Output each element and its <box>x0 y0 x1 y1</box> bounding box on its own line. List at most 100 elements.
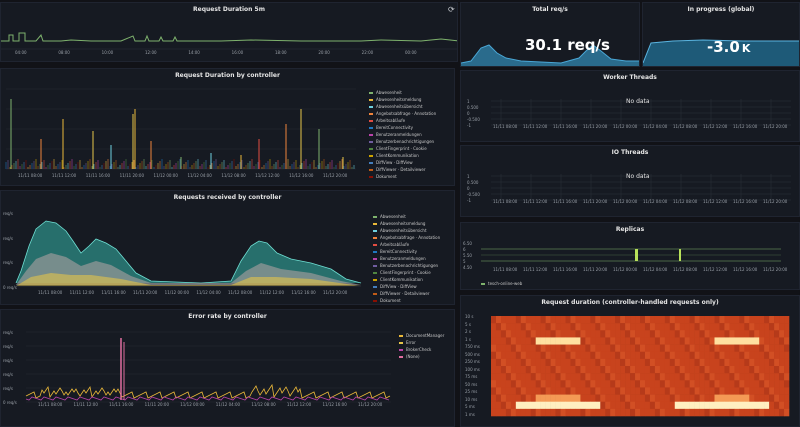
legend-item[interactable]: Error <box>399 339 444 346</box>
legend-item[interactable]: Abwesenheitsübersicht <box>369 103 436 110</box>
legend-item[interactable]: Benutzeranmeldungen <box>369 131 436 138</box>
replicas-legend: tesch-online-web <box>481 280 522 287</box>
legend-label: BereitConnectivity <box>376 125 413 130</box>
x-tick-label: 00:00 <box>405 50 417 55</box>
legend-label: Benutzerbenachrichtigungen <box>376 139 435 144</box>
y-tick-label: req/s <box>3 260 13 266</box>
legend-swatch <box>369 175 373 178</box>
in-progress-number: -3.0 <box>707 38 740 56</box>
refresh-icon[interactable]: ⟳ <box>448 5 455 14</box>
legend-item[interactable]: Arbeitsabläufe <box>373 241 440 248</box>
total-req-value: 30.1 req/s <box>525 36 610 54</box>
legend-label: Benutzeranmeldungen <box>376 132 422 137</box>
legend-item[interactable]: DiffView · DiffView <box>373 283 440 290</box>
legend-item[interactable]: Abwesenheit <box>369 89 436 96</box>
legend-swatch <box>373 278 377 281</box>
in-progress-value: -3.0 K <box>707 38 750 56</box>
x-tick-label: 11/11 16:00 <box>553 199 578 204</box>
legend-item[interactable]: Dokument <box>369 173 436 180</box>
legend-swatch <box>369 119 373 122</box>
x-tick-label: 08:00 <box>58 50 70 55</box>
x-tick-label: 11/12 12:00 <box>703 199 728 204</box>
legend-item[interactable]: Benutzeranmeldungen <box>373 255 440 262</box>
x-tick-label: 10:00 <box>101 50 114 55</box>
legend-item[interactable]: Benutzerbenachrichtigungen <box>373 262 440 269</box>
legend-item[interactable]: ClientKommunikation <box>369 152 436 159</box>
legend-swatch <box>369 91 373 94</box>
y-tick-label: 1 s <box>465 336 471 342</box>
legend-swatch <box>399 334 403 337</box>
x-tick-label: 11/11 08:00 <box>38 402 63 407</box>
legend-item[interactable]: Angebotsabfrage · Annotation <box>369 110 436 117</box>
panel-in-progress: In progress (global) -3.0 K <box>642 2 800 67</box>
panel-worker-threads: Worker Threads No data 1 0.500 0 -0.500 -1 1… <box>460 70 800 142</box>
x-tick-label: 11/12 16:00 <box>322 402 347 407</box>
y-tick-label: 250 ms <box>465 359 480 365</box>
panel-title: In progress (global) <box>687 6 755 13</box>
legend-swatch <box>373 292 377 295</box>
y-tick-label: 5 s <box>465 321 471 327</box>
x-tick-label: 11/11 12:00 <box>73 402 98 407</box>
legend-item[interactable]: Abwesenheitsmeldung <box>369 96 436 103</box>
legend-item[interactable]: Arbeitsabläufe <box>369 117 436 124</box>
x-tick-label: 11/11 16:00 <box>553 124 578 129</box>
replicas-chart <box>481 248 781 262</box>
total-req-sparkline <box>461 44 639 66</box>
legend-item[interactable]: Abwesenheitsübersicht <box>373 227 440 234</box>
x-tick-label: 11/12 20:00 <box>763 267 788 272</box>
x-tick-label: 11/12 04:00 <box>643 267 668 272</box>
legend-item[interactable]: Angebotsabfrage · Annotation <box>373 234 440 241</box>
legend-label: Abwesenheitsmeldung <box>380 221 426 226</box>
x-tick-label: 11/12 00:00 <box>613 199 638 204</box>
legend-item[interactable]: Dokument <box>373 297 440 304</box>
duration-by-controller-chart <box>5 88 356 170</box>
legend-swatch <box>369 126 373 129</box>
legend-swatch <box>399 355 403 358</box>
legend-item[interactable]: DiffViewer · Detailviewer <box>373 290 440 297</box>
legend-item[interactable]: DocumentManager <box>399 332 444 339</box>
request-duration-chart <box>1 32 457 50</box>
x-tick-label: 11/11 20:00 <box>583 199 608 204</box>
x-tick-label: 18:00 <box>275 50 287 55</box>
legend-item[interactable]: Benutzerbenachrichtigungen <box>369 138 436 145</box>
legend-label: Angebotsabfrage · Annotation <box>380 235 441 240</box>
legend-label: (None) <box>406 354 420 359</box>
legend-swatch <box>369 161 373 164</box>
x-tick-label: 11/12 08:00 <box>228 290 253 295</box>
legend-item[interactable]: ClientKommunikation <box>373 276 440 283</box>
legend-item[interactable]: Abwesenheit <box>373 213 440 220</box>
legend-item[interactable]: ClientFingerprint · Cookie <box>373 269 440 276</box>
legend-item[interactable]: DiffViewer · Detailviewer <box>369 166 436 173</box>
legend-label: ClientKommunikation <box>380 277 423 282</box>
legend-label: tesch-online-web <box>488 281 523 286</box>
y-tick-label: req/s <box>3 372 13 377</box>
x-tick-label: 11/12 04:00 <box>643 124 668 129</box>
requests-by-controller-chart <box>15 220 362 287</box>
y-tick-label: 5 ms <box>465 404 475 410</box>
legend-item[interactable]: BrokerCheck <box>399 346 444 353</box>
in-progress-unit: K <box>741 42 751 55</box>
legend-item[interactable]: (None) <box>399 353 444 360</box>
x-tick-label: 11/12 00:00 <box>180 402 205 407</box>
y-tick-label: 2 s <box>465 329 471 335</box>
legend-item[interactable]: ClientFingerprint · Cookie <box>369 145 436 152</box>
legend-label: Dokument <box>380 298 401 303</box>
legend-item[interactable]: Abwesenheitsmeldung <box>373 220 440 227</box>
legend-item[interactable]: BereitConnectivity <box>369 124 436 131</box>
y-tick-label: -0.500 <box>467 192 480 197</box>
x-tick-label: 22:00 <box>361 50 374 55</box>
legend-label: Angebotsabfrage · Annotation <box>376 111 437 116</box>
legend-label: Abwesenheitsübersicht <box>376 104 423 109</box>
x-tick-label: 11/12 16:00 <box>289 173 314 178</box>
x-tick-label: 11/11 12:00 <box>523 267 548 272</box>
legend-swatch <box>369 98 373 101</box>
y-tick-label: 25 ms <box>465 389 478 395</box>
x-tick-label: 11/11 20:00 <box>583 267 608 272</box>
legend-label: BereitConnectivity <box>380 249 417 254</box>
legend-item[interactable]: DiffView · DiffView <box>369 159 436 166</box>
x-tick-label: 11/11 08:00 <box>493 267 518 272</box>
panel-io-threads: IO Threads No data 1 0.500 0 -0.500 -1 11/11… <box>460 145 800 217</box>
legend-item[interactable]: BereitConnectivity <box>373 248 440 255</box>
x-tick-label: 11/11 08:00 <box>493 199 518 204</box>
legend: Abwesenheit Abwesenheitsmeldung Abwesenhei… <box>369 89 436 180</box>
